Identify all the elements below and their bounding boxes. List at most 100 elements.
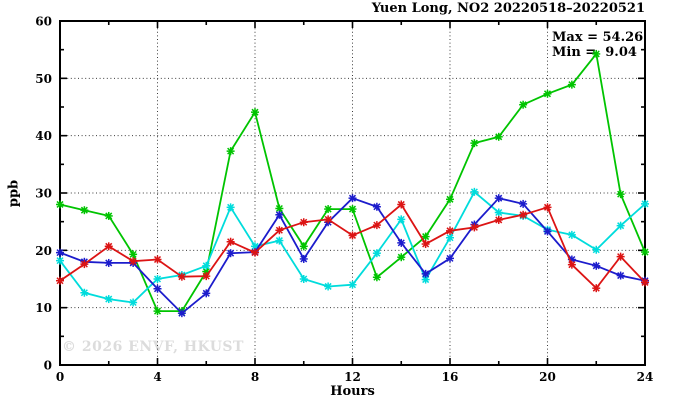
y-tick-label: 30 xyxy=(35,187,52,201)
marker-red xyxy=(153,255,162,264)
marker-cyan xyxy=(105,295,113,303)
marker-blue xyxy=(105,259,113,267)
marker-red xyxy=(519,211,527,219)
marker-cyan xyxy=(227,203,235,211)
marker-cyan xyxy=(324,282,332,290)
marker-green xyxy=(56,200,64,208)
x-tick-label: 4 xyxy=(153,370,161,384)
watermark: © 2026 ENVF, HKUST xyxy=(62,339,244,355)
x-axis-label: Hours xyxy=(330,384,375,399)
x-tick-label: 8 xyxy=(251,370,259,384)
marker-red xyxy=(373,221,381,229)
marker-cyan xyxy=(422,276,430,284)
x-tick-label: 24 xyxy=(637,370,654,384)
marker-cyan xyxy=(568,231,576,239)
marker-blue xyxy=(300,255,308,263)
y-tick-label: 10 xyxy=(35,301,52,315)
y-tick-label: 0 xyxy=(44,359,52,373)
marker-green xyxy=(519,101,527,109)
marker-green xyxy=(129,250,137,258)
marker-green xyxy=(105,212,113,220)
marker-cyan xyxy=(617,222,625,230)
marker-red xyxy=(275,226,283,234)
marker-blue xyxy=(348,194,357,202)
marker-red xyxy=(495,216,503,224)
marker-blue xyxy=(519,200,527,208)
marker-green xyxy=(275,204,283,213)
marker-green xyxy=(373,273,381,281)
marker-green xyxy=(495,133,503,141)
y-tick-label: 50 xyxy=(35,72,52,86)
marker-green xyxy=(153,307,162,315)
marker-green xyxy=(227,147,235,155)
marker-green xyxy=(543,90,552,98)
marker-green xyxy=(446,195,454,203)
series-line-red xyxy=(59,203,646,290)
marker-green xyxy=(348,205,357,213)
marker-cyan xyxy=(495,208,503,217)
marker-red xyxy=(470,223,478,231)
marker-cyan xyxy=(641,200,649,208)
x-tick-label: 12 xyxy=(344,370,361,384)
marker-cyan xyxy=(153,275,162,283)
marker-blue xyxy=(373,203,381,211)
marker-cyan xyxy=(251,242,259,250)
min-value-annotation: Min = 9.04 xyxy=(552,45,637,60)
x-tick-label: 0 xyxy=(56,370,64,384)
marker-blue xyxy=(397,239,405,247)
marker-blue xyxy=(617,272,625,280)
y-tick-label: 20 xyxy=(35,244,52,258)
marker-red xyxy=(202,272,210,280)
marker-red xyxy=(80,260,88,268)
marker-blue xyxy=(202,289,210,297)
marker-red xyxy=(568,261,576,269)
marker-blue xyxy=(495,194,503,202)
marker-cyan xyxy=(592,246,600,254)
marker-cyan xyxy=(56,257,64,265)
marker-green xyxy=(617,190,625,198)
marker-red xyxy=(300,218,308,226)
marker-green xyxy=(300,242,308,250)
x-tick-label: 20 xyxy=(539,370,556,384)
marker-red xyxy=(543,203,552,211)
marker-cyan xyxy=(300,275,308,283)
marker-green xyxy=(80,206,88,214)
marker-red xyxy=(227,238,235,246)
marker-red xyxy=(422,240,430,248)
marker-cyan xyxy=(446,234,454,242)
stats-annotation: Max = 54.26 Min = 9.04 xyxy=(552,30,643,60)
marker-green xyxy=(470,139,478,147)
marker-cyan xyxy=(397,215,405,223)
x-tick-label: 16 xyxy=(442,370,459,384)
marker-blue xyxy=(153,285,162,293)
marker-cyan xyxy=(129,298,137,307)
marker-cyan xyxy=(348,281,357,289)
marker-red xyxy=(251,249,259,257)
marker-cyan xyxy=(373,249,381,257)
marker-blue xyxy=(56,249,64,257)
marker-cyan xyxy=(202,262,210,270)
marker-cyan xyxy=(80,289,88,297)
marker-blue xyxy=(422,270,430,278)
marker-blue xyxy=(543,227,552,235)
marker-red xyxy=(56,277,64,285)
marker-cyan xyxy=(275,237,283,245)
marker-green xyxy=(641,248,649,256)
marker-green xyxy=(324,205,332,213)
marker-blue xyxy=(227,249,235,257)
marker-blue xyxy=(592,262,600,270)
marker-green xyxy=(422,233,430,241)
marker-blue xyxy=(275,211,283,219)
max-value-annotation: Max = 54.26 xyxy=(552,30,644,45)
marker-red xyxy=(446,227,454,235)
marker-red xyxy=(641,278,649,286)
y-tick-label: 60 xyxy=(35,15,52,29)
marker-red xyxy=(592,284,600,292)
marker-red xyxy=(397,200,405,208)
marker-green xyxy=(592,50,600,58)
marker-cyan xyxy=(470,188,478,196)
marker-red xyxy=(178,273,186,281)
series-line-green xyxy=(59,51,646,313)
